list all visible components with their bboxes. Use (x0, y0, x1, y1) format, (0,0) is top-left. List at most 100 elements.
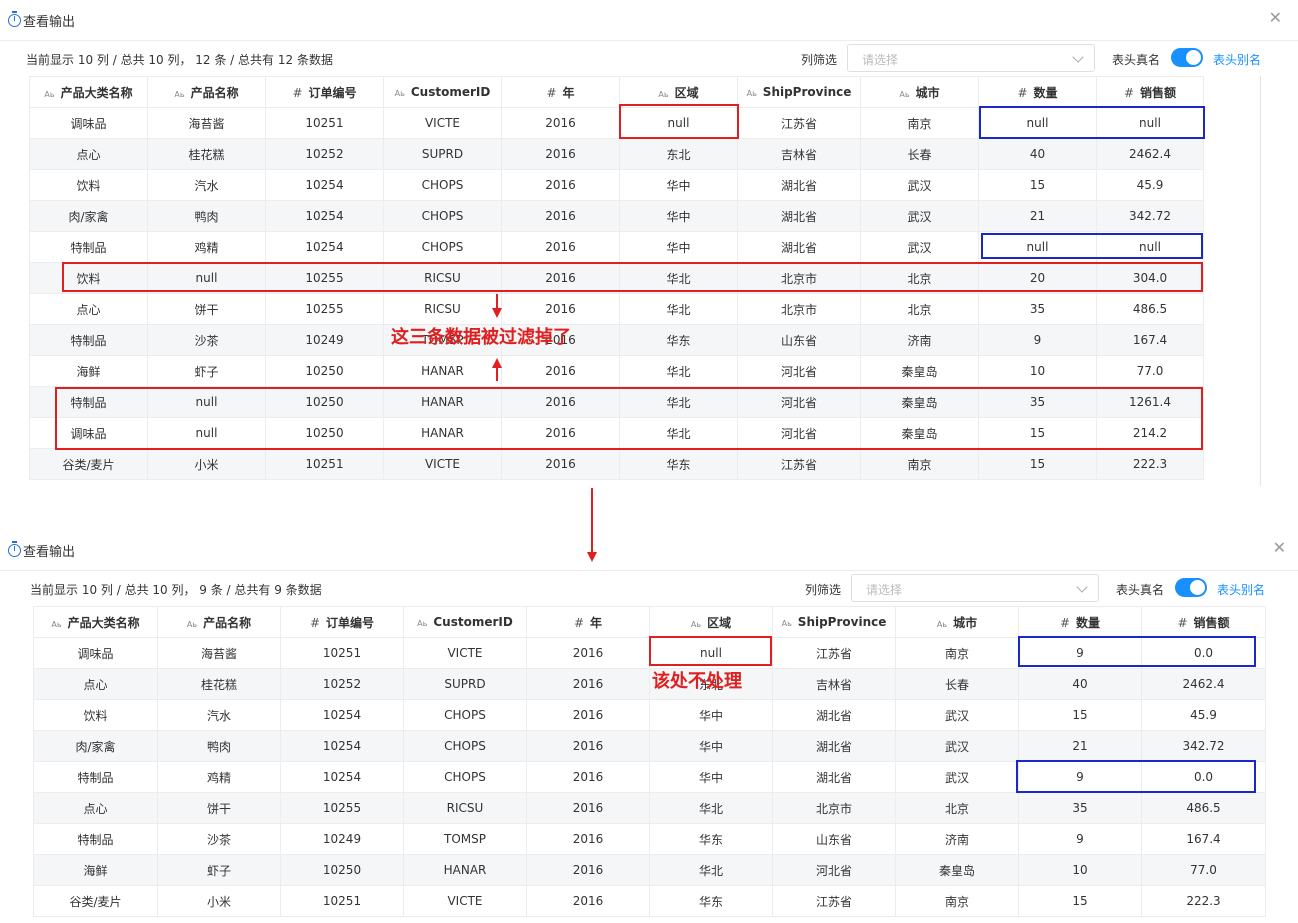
close-icon[interactable]: ✕ (1268, 8, 1282, 27)
data-table: Aь 产品大类名称 Aь 产品名称 # 订单编号 Aь CustomerID # 年 Aь 区域 Aь S… (33, 606, 1266, 917)
text-type-icon: Aь (746, 89, 757, 98)
table-row: 调味品 海苔酱 10251 VICTE 2016 null 江苏省 南京 9 0.0 (33, 637, 1266, 669)
header-alias-label[interactable]: 表头别名 (1213, 53, 1262, 67)
table-row: 调味品 海苔酱 10251 VICTE 2016 null 江苏省 南京 null null (29, 107, 1204, 139)
column-header-label: 区域 (674, 85, 699, 100)
column-header[interactable]: Aь CustomerID (383, 76, 502, 108)
table-cell: 河北省 (737, 417, 861, 449)
column-header[interactable]: # 数量 (978, 76, 1097, 108)
column-header-label: 销售额 (1193, 615, 1230, 630)
column-header[interactable]: Aь 产品名称 (147, 76, 266, 108)
table-cell: 调味品 (29, 417, 148, 449)
column-header-label: 年 (590, 615, 603, 630)
column-header-label: 区域 (707, 615, 732, 630)
table-cell: 南京 (895, 637, 1019, 669)
table-cell: 东北 (619, 138, 738, 170)
table-cell: 华北 (649, 854, 773, 886)
close-icon[interactable]: ✕ (1272, 538, 1286, 557)
number-type-icon: # (292, 85, 303, 100)
table-cell: 北京 (860, 262, 979, 294)
header-name-toggle[interactable] (1171, 48, 1203, 67)
table-cell: 10251 (280, 885, 404, 917)
header-name-toggle[interactable] (1175, 578, 1207, 597)
table-cell: 9 (1018, 761, 1142, 793)
table-cell: 调味品 (33, 637, 158, 669)
column-header[interactable]: Aь 产品名称 (157, 606, 281, 638)
column-filter-placeholder: 请选择 (862, 53, 899, 67)
column-header-label: 产品大类名称 (60, 85, 133, 100)
number-type-icon: # (573, 615, 585, 630)
table-cell: 武汉 (860, 231, 979, 263)
table-cell: 饮料 (33, 699, 158, 731)
table-row: 海鲜 虾子 10250 HANAR 2016 华北 河北省 秦皇岛 10 77.0 (29, 355, 1204, 387)
column-header[interactable]: Aь 城市 (860, 76, 979, 108)
table-cell: 济南 (895, 823, 1019, 855)
column-header[interactable]: # 年 (501, 76, 620, 108)
table-cell: 2016 (526, 637, 650, 669)
table-cell: 饮料 (29, 169, 148, 201)
table-cell: 2016 (526, 699, 650, 731)
table-cell: 特制品 (33, 823, 158, 855)
table-scroll-edge (1260, 76, 1261, 486)
table-row: 特制品 沙茶 10249 TOMSP 2016 华东 山东省 济南 9 167.4 (29, 324, 1204, 356)
column-header[interactable]: # 销售额 (1141, 606, 1266, 638)
number-type-icon: # (1059, 615, 1071, 630)
table-cell: 南京 (895, 885, 1019, 917)
column-header[interactable]: Aь 产品大类名称 (29, 76, 148, 108)
table-cell: 海苔酱 (147, 107, 266, 139)
header-realname-label: 表头真名 (1116, 583, 1165, 597)
column-filter-select[interactable]: 请选择 (851, 574, 1099, 602)
table-row: 肉/家禽 鸭肉 10254 CHOPS 2016 华中 湖北省 武汉 21 342.72 (33, 730, 1266, 762)
table-cell: 222.3 (1096, 448, 1204, 480)
table-cell: 长春 (895, 668, 1019, 700)
column-header[interactable]: Aь 区域 (619, 76, 738, 108)
table-cell: 华北 (619, 417, 738, 449)
output-panel-after: 查看输出 ✕ 当前显示 10 列 / 总共 10 列， 9 条 / 总共有 9 … (0, 530, 1298, 923)
arrow-down-icon (587, 552, 597, 562)
column-filter-label: 列筛选 (801, 53, 838, 67)
column-header[interactable]: # 数量 (1018, 606, 1142, 638)
table-cell: 40 (978, 138, 1097, 170)
table-cell: 河北省 (737, 386, 861, 418)
table-cell: null (147, 417, 266, 449)
column-header[interactable]: Aь 区域 (649, 606, 773, 638)
table-cell: 2016 (526, 885, 650, 917)
table-cell: 北京市 (772, 792, 896, 824)
column-header[interactable]: # 年 (526, 606, 650, 638)
table-row: 点心 桂花糕 10252 SUPRD 2016 东北 吉林省 长春 40 2462.4 (33, 668, 1266, 700)
header-alias-label[interactable]: 表头别名 (1217, 583, 1266, 597)
table-cell: 谷类/麦片 (33, 885, 158, 917)
text-type-icon: Aь (51, 619, 62, 629)
table-cell: 1261.4 (1096, 386, 1204, 418)
table-cell: 15 (1018, 699, 1142, 731)
table-cell: 10254 (265, 169, 384, 201)
table-cell: 鸭肉 (157, 730, 281, 762)
table-row: 调味品 null 10250 HANAR 2016 华北 河北省 秦皇岛 15 214.2 (29, 417, 1204, 449)
column-header[interactable]: Aь CustomerID (403, 606, 527, 638)
table-cell: 桂花糕 (157, 668, 281, 700)
column-header[interactable]: Aь ShipProvince (772, 606, 896, 638)
table-cell: 华北 (619, 386, 738, 418)
chevron-down-icon (1076, 581, 1088, 593)
clock-icon (8, 11, 21, 27)
column-filter-select[interactable]: 请选择 (847, 44, 1095, 72)
table-cell: null (978, 231, 1097, 263)
column-header[interactable]: Aь 城市 (895, 606, 1019, 638)
table-cell: 2016 (501, 231, 620, 263)
table-cell: 222.3 (1141, 885, 1266, 917)
table-cell: 华东 (619, 324, 738, 356)
table-cell: 山东省 (737, 324, 861, 356)
number-type-icon: # (309, 615, 321, 630)
unprocessed-annotation: 该处不处理 (652, 671, 742, 692)
table-cell: 武汉 (860, 200, 979, 232)
column-header[interactable]: # 销售额 (1096, 76, 1204, 108)
column-header[interactable]: # 订单编号 (280, 606, 404, 638)
column-header[interactable]: Aь 产品大类名称 (33, 606, 158, 638)
table-cell: 北京市 (737, 262, 861, 294)
table-cell: 10249 (265, 324, 384, 356)
column-header[interactable]: # 订单编号 (265, 76, 384, 108)
table-cell: 0.0 (1141, 761, 1266, 793)
table-cell: 吉林省 (772, 668, 896, 700)
column-header[interactable]: Aь ShipProvince (737, 76, 861, 108)
arrow-up-icon (492, 358, 502, 368)
